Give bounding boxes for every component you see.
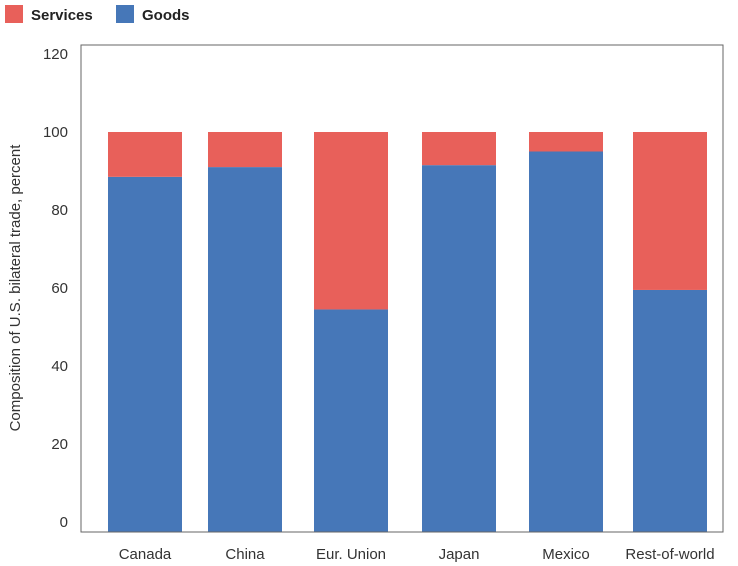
x-tick-label: Rest-of-world xyxy=(625,546,714,563)
y-axis-label: Composition of U.S. bilateral trade, per… xyxy=(7,144,24,432)
y-axis-ticks: 0 20 40 60 80 100 120 xyxy=(43,46,68,531)
x-tick-label: China xyxy=(225,546,265,563)
x-tick-label: Eur. Union xyxy=(316,546,386,563)
bar-segment-goods xyxy=(422,165,496,532)
y-tick-label: 120 xyxy=(43,46,68,63)
y-tick-label: 20 xyxy=(51,436,68,453)
bar-segment-services xyxy=(108,132,182,177)
bar-segment-services xyxy=(208,132,282,168)
y-tick-label: 0 xyxy=(60,514,68,531)
bar-segment-services xyxy=(314,132,388,310)
x-axis-labels: Canada China Eur. Union Japan Mexico Rest-of-… xyxy=(119,546,715,563)
legend: Services Goods xyxy=(5,5,190,24)
legend-label-services: Services xyxy=(31,7,93,24)
bar-segment-services xyxy=(422,132,496,166)
y-tick-label: 60 xyxy=(51,280,68,297)
plot-frame xyxy=(80,44,724,533)
bar-segment-goods xyxy=(633,289,707,532)
legend-swatch-goods xyxy=(116,5,134,23)
bar-segment-goods xyxy=(108,176,182,532)
bar-segment-services xyxy=(529,132,603,152)
legend-swatch-services xyxy=(5,5,23,23)
bar-segment-goods xyxy=(314,309,388,532)
y-tick-label: 80 xyxy=(51,202,68,219)
x-tick-label: Canada xyxy=(119,546,172,563)
y-tick-label: 100 xyxy=(43,124,68,141)
y-tick-label: 40 xyxy=(51,358,68,375)
x-tick-label: Japan xyxy=(439,546,480,563)
legend-label-goods: Goods xyxy=(142,7,190,24)
bar-segment-services xyxy=(633,132,707,290)
x-tick-label: Mexico xyxy=(542,546,590,563)
bars xyxy=(108,132,707,532)
bar-segment-goods xyxy=(529,151,603,532)
bar-segment-goods xyxy=(208,167,282,532)
